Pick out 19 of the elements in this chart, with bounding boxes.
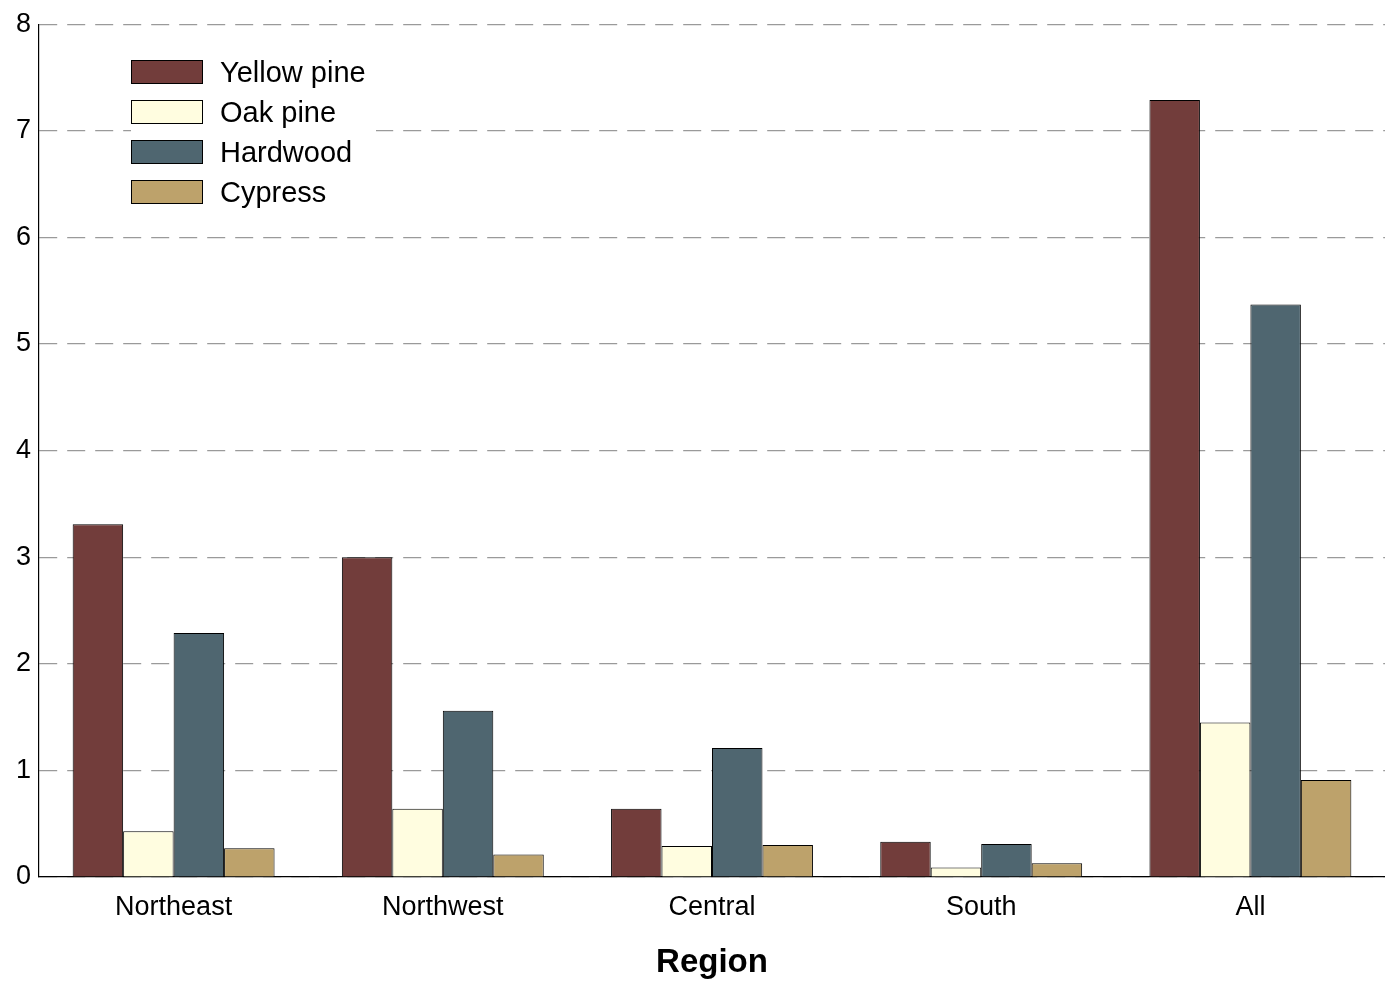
legend-label: Oak pine — [220, 95, 337, 129]
y-tick-label: 1 — [15, 753, 32, 784]
y-tick-label: 8 — [15, 7, 32, 38]
x-tick-label: Northeast — [115, 890, 233, 921]
x-tick-label: All — [1235, 890, 1266, 921]
x-tick-label: Central — [668, 890, 756, 921]
x-axis-title: Region — [656, 942, 768, 980]
y-tick-label: 2 — [15, 647, 32, 678]
x-tick-label: South — [945, 890, 1017, 921]
legend-label: Hardwood — [220, 135, 353, 169]
y-tick-label: 7 — [15, 114, 32, 145]
legend-label: Cypress — [220, 175, 327, 209]
y-tick-label: 3 — [15, 540, 32, 571]
y-tick-label: 5 — [15, 327, 32, 358]
y-tick-label: 4 — [15, 434, 32, 465]
legend-label: Yellow pine — [220, 55, 366, 89]
y-tick-label: 0 — [15, 860, 32, 891]
x-tick-label: Northwest — [382, 890, 505, 921]
y-tick-label: 6 — [15, 220, 32, 251]
